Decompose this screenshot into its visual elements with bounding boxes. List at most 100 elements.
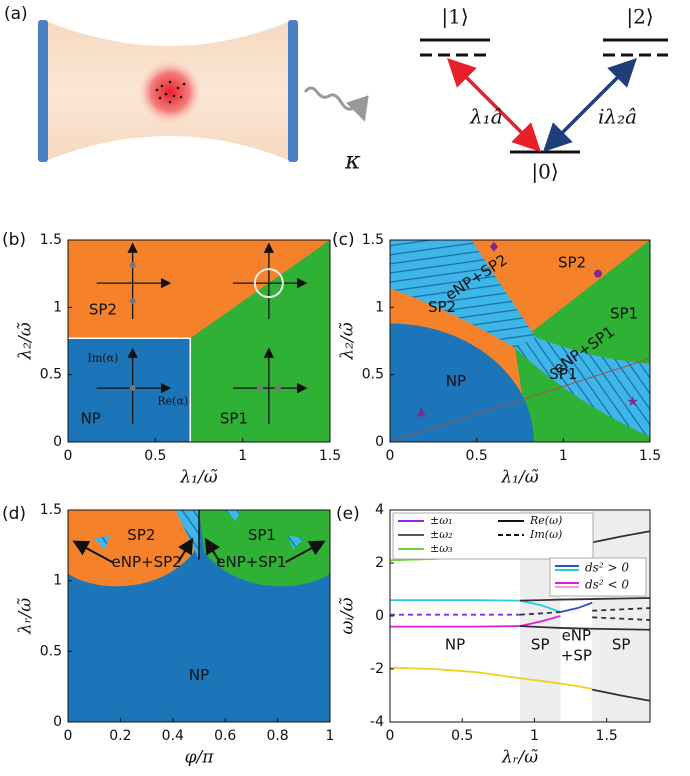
series-line <box>390 668 592 689</box>
region-label: SP2 <box>89 301 117 319</box>
leak-arrow <box>305 88 363 116</box>
point <box>594 270 602 278</box>
y-tick-label: 4 <box>375 502 384 518</box>
region-label: NP <box>445 636 465 654</box>
inset-label: Re(α) <box>157 395 188 408</box>
region-label: eNP+SP2 <box>112 553 182 571</box>
panel-label: (d) <box>2 504 26 524</box>
x-tick-label: 0.5 <box>466 448 488 464</box>
y-axis-label: λ₂/ω̃ <box>338 322 358 360</box>
region-label: SP1 <box>610 305 638 323</box>
inset-root <box>275 385 281 391</box>
x-tick-label: 0 <box>64 728 73 744</box>
y-tick-label: -2 <box>370 661 384 677</box>
shaded-band <box>592 510 650 722</box>
panel-a: (a) κ |1⟩ |2⟩ |0⟩ λ₁â iλ₂â <box>4 4 668 185</box>
region-label: NP <box>81 410 101 428</box>
y-tick-label: -4 <box>370 714 384 730</box>
y-tick-label: 0.5 <box>362 367 384 383</box>
legend-label: Re(ω) <box>529 514 562 527</box>
inset-root <box>130 262 136 268</box>
y-tick-label: 0 <box>53 714 62 730</box>
x-tick-label: 0.8 <box>266 728 288 744</box>
region-label: SP2 <box>127 526 155 544</box>
region-label: NP <box>189 666 209 684</box>
x-tick-label: 1 <box>326 728 335 744</box>
region-label: SP2 <box>428 298 456 316</box>
inset-label: Im(α) <box>88 352 119 365</box>
legend-label: ±ω₃ <box>430 542 453 555</box>
y-axis-label: λ₂/ω̃ <box>16 322 36 360</box>
mirror <box>38 20 48 162</box>
region-label: SP1 <box>549 365 577 383</box>
x-tick-label: 0.2 <box>109 728 131 744</box>
panel: NP SP eNP +SP SP ±ω₁±ω₂±ω₃ Re(ω)Im(ω) ds² > 0 ds… <box>336 502 650 768</box>
y-tick-label: 1.5 <box>40 502 62 518</box>
panel-label: (c) <box>332 230 355 250</box>
mirror <box>288 20 298 162</box>
series-line <box>560 603 592 612</box>
y-tick-label: 1 <box>53 299 62 315</box>
panel-label: (e) <box>336 504 360 524</box>
plot-area <box>68 240 330 442</box>
y-tick-label: 1 <box>375 299 384 315</box>
x-tick-label: 0.6 <box>214 728 236 744</box>
region-label: eNP <box>562 626 592 644</box>
region-label: +SP <box>561 646 592 664</box>
level-label: |1⟩ <box>441 5 468 30</box>
region-label: eNP+SP1 <box>216 553 286 571</box>
x-tick-label: 0.4 <box>162 728 184 744</box>
panel-label: (b) <box>2 230 26 250</box>
coupling-label: λ₁â <box>469 105 503 129</box>
legend-label: ds² < 0 <box>585 578 629 592</box>
panel: Im(α)Re(α)SP2NPSP100.511.500.511.5λ₁/ω̃λ… <box>2 230 341 488</box>
x-tick-label: 1 <box>238 448 247 464</box>
y-tick-label: 1.5 <box>362 232 384 248</box>
x-tick-label: 0 <box>386 728 395 744</box>
x-tick-label: 1.5 <box>596 728 618 744</box>
x-axis-label: λᵣ/ω̃ <box>501 748 538 768</box>
y-tick-label: 0 <box>375 608 384 624</box>
kappa: κ <box>344 147 361 175</box>
inset-root <box>130 298 136 304</box>
x-tick-label: 1 <box>530 728 539 744</box>
legend-label: ±ω₂ <box>430 528 453 541</box>
plot-area <box>68 510 330 722</box>
x-tick-label: 0 <box>386 448 395 464</box>
x-tick-label: 1.5 <box>639 448 661 464</box>
y-tick-label: 1 <box>53 573 62 589</box>
legend-label: ±ω₁ <box>430 514 453 527</box>
atom-cloud <box>138 60 202 124</box>
x-tick-label: 0.5 <box>144 448 166 464</box>
y-tick-label: 0.5 <box>40 643 62 659</box>
figure: (a) κ |1⟩ |2⟩ |0⟩ λ₁â iλ₂â Im(α)Re(α)SP2… <box>0 0 690 776</box>
y-axis-label: λᵣ/ω̃ <box>16 598 36 635</box>
inset-root <box>257 385 263 391</box>
y-axis-label: ωᵢ/ω̃ <box>338 597 358 634</box>
y-tick-label: 2 <box>375 555 384 571</box>
region-label: SP <box>531 636 550 654</box>
y-tick-label: 0 <box>375 434 384 450</box>
region-label: SP1 <box>220 410 248 428</box>
region-label: SP1 <box>248 526 276 544</box>
inset-root <box>130 385 136 391</box>
x-tick-label: 0 <box>64 448 73 464</box>
y-tick-label: 0 <box>53 434 62 450</box>
region-label: SP2 <box>558 253 586 271</box>
level-label: |2⟩ <box>626 5 653 30</box>
legend-label: ds² > 0 <box>585 561 629 575</box>
x-tick-label: 0.5 <box>451 728 473 744</box>
region-label: NP <box>446 372 466 390</box>
legend-label: Im(ω) <box>529 528 562 541</box>
panel: SP2 SP1 eNP+SP2 eNP+SP1 NP 0 0.2 0.4 0.6 0.8 1 0 0.5… <box>2 502 334 768</box>
region-label: SP <box>612 636 631 654</box>
x-axis-label: λ₁/ω̃ <box>500 468 538 488</box>
x-axis-label: λ₁/ω̃ <box>179 468 217 488</box>
y-tick-label: 0.5 <box>40 367 62 383</box>
y-tick-label: 1.5 <box>40 232 62 248</box>
x-tick-label: 1 <box>559 448 568 464</box>
panel-label: (a) <box>4 4 28 24</box>
x-axis-label: φ/π <box>185 748 215 768</box>
level-label: |0⟩ <box>531 160 558 185</box>
